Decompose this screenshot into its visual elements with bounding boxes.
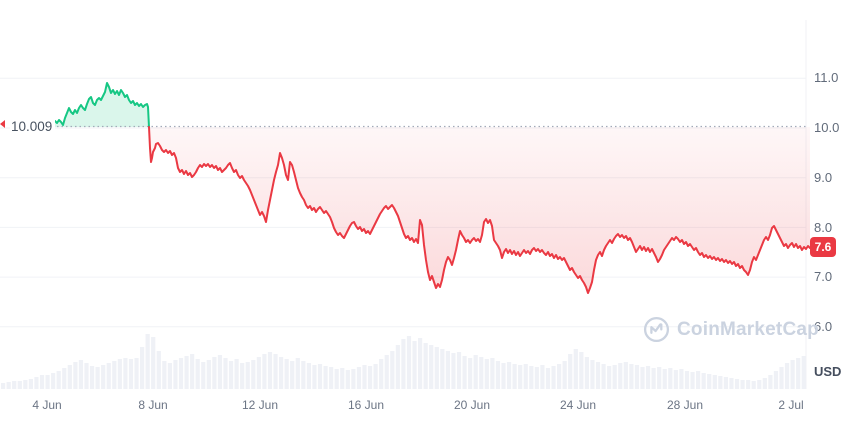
x-tick-28jun: 28 Jun (666, 398, 704, 412)
y-tick-9: 9.0 (814, 170, 833, 185)
coinmarketcap-logo-icon (643, 316, 670, 343)
price-line-up (52, 82, 150, 128)
x-tick-4jun: 4 Jun (32, 398, 62, 412)
y-tick-8: 8.0 (814, 220, 833, 235)
x-tick-16jun: 16 Jun (347, 398, 385, 412)
watermark-text: CoinMarketCap (677, 318, 819, 340)
y-tick-11: 11.0 (814, 70, 839, 85)
x-tick-12jun: 12 Jun (241, 398, 279, 412)
volume-histogram (1, 334, 806, 389)
x-tick-20jun: 20 Jun (453, 398, 491, 412)
y-tick-7: 7.0 (814, 269, 833, 284)
up-area-fill (53, 83, 149, 127)
left-edge-price-marker (0, 120, 5, 128)
currency-unit-label: USD (814, 364, 842, 379)
coinmarketcap-watermark: CoinMarketCap (643, 316, 819, 343)
x-tick-2jul: 2 Jul (778, 398, 804, 412)
x-tick-24jun: 24 Jun (559, 398, 597, 412)
current-price-badge: 7.6 (810, 237, 836, 257)
price-line-down (148, 126, 811, 294)
down-area-fill (149, 127, 810, 293)
y-tick-10: 10.0 (814, 120, 840, 135)
y-tick-6: 6.0 (814, 319, 833, 334)
x-tick-8jun: 8 Jun (138, 398, 168, 412)
open-price-label: 10.009 (10, 119, 56, 134)
